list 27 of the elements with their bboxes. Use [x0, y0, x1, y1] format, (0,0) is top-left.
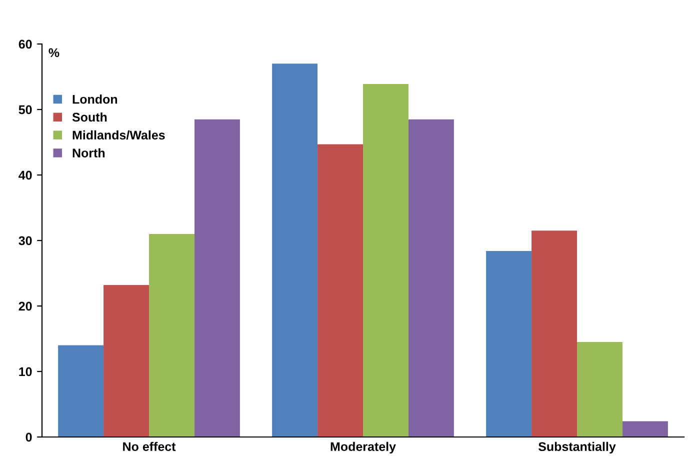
bar: [622, 421, 668, 437]
bar: [408, 119, 454, 437]
y-tick-label: 10: [19, 367, 32, 376]
bar: [577, 342, 622, 437]
x-tick-label: Moderately: [330, 442, 396, 454]
bar: [149, 234, 194, 437]
bar: [272, 64, 318, 437]
legend-label: South: [72, 112, 107, 122]
y-tick-label: 40: [18, 170, 32, 180]
y-axis-title: %: [48, 48, 60, 58]
bar: [363, 84, 408, 437]
x-tick-label: Substantially: [538, 442, 616, 454]
bar: [104, 285, 149, 437]
y-tick-label: 0: [26, 432, 32, 442]
y-tick-label: 20: [18, 302, 32, 311]
legend-label: North: [72, 148, 105, 158]
y-tick-label: 30: [18, 236, 32, 246]
bar: [486, 250, 532, 437]
legend-label: London: [72, 94, 118, 104]
bar: [58, 345, 104, 437]
legend-label: Midlands/Wales: [72, 130, 165, 140]
y-tick-label: 60: [18, 40, 32, 49]
bar: [532, 230, 577, 437]
x-tick-label: No effect: [123, 442, 176, 452]
bar: [318, 144, 363, 437]
bar: [194, 119, 240, 437]
y-tick-label: 50: [18, 105, 32, 114]
